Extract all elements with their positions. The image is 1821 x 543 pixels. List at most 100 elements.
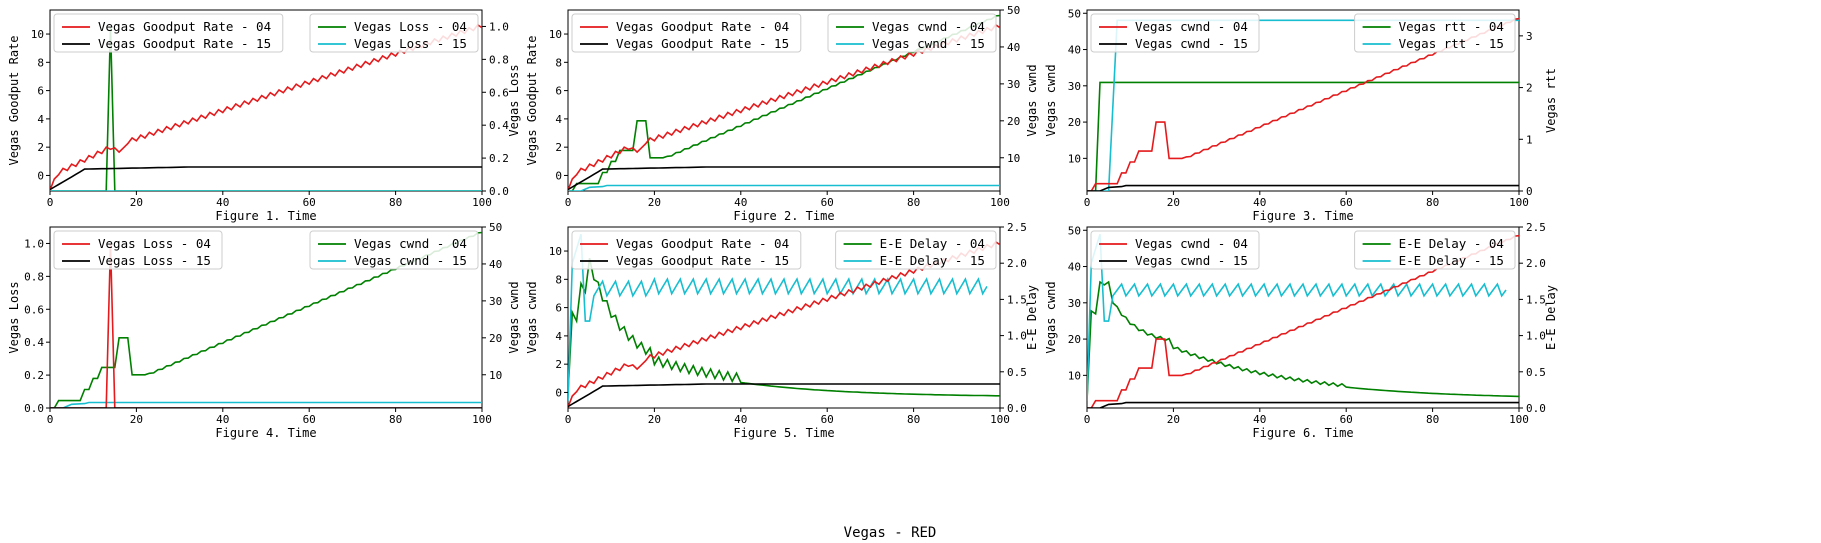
x-tick-label: 60	[303, 413, 316, 426]
y-right-tick-label: 2.5	[1007, 221, 1027, 234]
legend-left: Vegas Goodput Rate - 04 Vegas Goodput Rat…	[53, 13, 284, 53]
x-tick-label: 40	[734, 196, 747, 209]
x-tick-label: 80	[1426, 413, 1439, 426]
x-axis-label: Figure 5. Time	[733, 426, 834, 440]
x-tick-label: 0	[565, 196, 572, 209]
series-line-left-rate15	[50, 166, 482, 191]
legend-frame	[1354, 230, 1516, 270]
y-left-tick-label: 50	[1068, 224, 1081, 237]
legend-label: Vegas Goodput Rate - 15	[98, 36, 271, 51]
x-tick-label: 80	[389, 413, 402, 426]
plot-frame	[1086, 9, 1520, 192]
x-tick-label: 80	[907, 413, 920, 426]
y-right-tick-label: 2.0	[1526, 257, 1546, 270]
y-left-tick-label: 10	[1068, 369, 1081, 382]
subplot-1: 0 20 40 60 80 100 0 2 4 6 8 10 0.0 0.2 0.4 0.6 0.8 1.0 Fig…	[7, 9, 521, 223]
x-tick-label: 60	[821, 413, 834, 426]
y-left-tick-label: 30	[1068, 80, 1081, 93]
y-right-tick-label: 0.2	[489, 152, 509, 165]
legend-label: Vegas cwnd - 04	[1135, 19, 1248, 34]
series-line-right-cwnd15	[50, 401, 482, 408]
y-left-tick-label: 1.0	[24, 237, 44, 250]
y-right-axis-label: Vegas cwnd	[1025, 64, 1039, 136]
y-left-tick-label: 6	[37, 85, 44, 98]
x-tick-label: 100	[990, 413, 1010, 426]
y-right-tick-label: 0.0	[1526, 402, 1546, 415]
legend-frame	[1090, 230, 1260, 270]
legend-frame	[571, 13, 802, 53]
y-right-tick-label: 0.5	[1526, 366, 1546, 379]
x-tick-label: 20	[1167, 196, 1180, 209]
y-left-tick-label: 4	[555, 330, 562, 343]
y-right-tick-label: 2	[1526, 82, 1533, 95]
x-tick-label: 80	[389, 196, 402, 209]
legend-frame	[571, 230, 802, 270]
y-right-tick-label: 40	[489, 258, 502, 271]
y-left-tick-label: 0	[37, 169, 44, 182]
x-tick-label: 0	[47, 196, 54, 209]
x-tick-label: 40	[1253, 196, 1266, 209]
y-left-tick-label: 0	[555, 386, 562, 399]
y-left-axis-label: Vegas cwnd	[1044, 281, 1058, 353]
legend-left: Vegas Goodput Rate - 04 Vegas Goodput Rat…	[571, 13, 802, 53]
legend-label: Vegas rtt - 15	[1399, 36, 1504, 51]
y-left-axis-label: Vegas Goodput Rate	[7, 35, 21, 165]
legend-label: Vegas Loss - 04	[354, 19, 467, 34]
plot-frame	[567, 226, 1001, 409]
y-left-tick-label: 0.8	[24, 270, 44, 283]
x-tick-label: 40	[216, 196, 229, 209]
legend-label: Vegas cwnd - 15	[1135, 253, 1248, 268]
plot-frame	[1086, 226, 1520, 409]
y-right-tick-label: 20	[1007, 115, 1020, 128]
x-tick-label: 60	[1340, 413, 1353, 426]
y-left-tick-label: 6	[555, 85, 562, 98]
legend-label: Vegas Loss - 15	[98, 253, 211, 268]
legend-left: Vegas cwnd - 04 Vegas cwnd - 15	[1090, 230, 1260, 270]
x-tick-label: 20	[130, 413, 143, 426]
y-right-tick-label: 20	[489, 332, 502, 345]
y-left-tick-label: 10	[549, 28, 562, 41]
legend-left: Vegas Goodput Rate - 04 Vegas Goodput Rat…	[571, 230, 802, 270]
y-left-tick-label: 8	[555, 56, 562, 69]
y-right-axis-label: Vegas rtt	[1544, 68, 1558, 133]
x-tick-label: 0	[1084, 413, 1091, 426]
legend-frame	[309, 230, 479, 270]
legend-label: Vegas Goodput Rate - 04	[98, 19, 271, 34]
series-line-right-cwnd15	[568, 184, 1000, 191]
series-line-right-delay04	[568, 257, 1000, 397]
x-tick-label: 100	[1509, 196, 1529, 209]
y-right-tick-label: 40	[1007, 41, 1020, 54]
x-axis-label: Figure 3. Time	[1252, 209, 1353, 223]
legend-left: Vegas cwnd - 04 Vegas cwnd - 15	[1090, 13, 1260, 53]
x-tick-label: 40	[1253, 413, 1266, 426]
subplot-5: 0 20 40 60 80 100 0 2 4 6 8 10 0.0 0.5 1.0 1.5 2.0 2.5 Fig…	[525, 221, 1039, 440]
y-right-tick-label: 2.5	[1526, 221, 1546, 234]
series-line-right-rtt15	[1087, 19, 1519, 191]
y-left-tick-label: 4	[555, 113, 562, 126]
legend-label: Vegas cwnd - 04	[1135, 236, 1248, 251]
y-left-tick-label: 0.2	[24, 369, 44, 382]
x-axis-label: Figure 4. Time	[215, 426, 316, 440]
series-line-right-delay06	[1087, 280, 1519, 401]
y-right-tick-label: 1.0	[489, 20, 509, 33]
legend-right: E-E Delay - 04 E-E Delay - 15	[1354, 230, 1516, 270]
x-tick-label: 60	[1340, 196, 1353, 209]
x-tick-label: 60	[821, 196, 834, 209]
legend-label: Vegas cwnd - 15	[872, 36, 985, 51]
series-line-left-rate15	[568, 166, 1000, 191]
y-left-axis-label: Vegas cwnd	[1044, 64, 1058, 136]
legend-frame	[827, 13, 997, 53]
subplot-4: 0 20 40 60 80 100 0.0 0.2 0.4 0.6 0.8 1.0 10 20 30 40 50…	[7, 221, 521, 440]
legend-label: Vegas Loss - 04	[98, 236, 211, 251]
legend-frame	[53, 13, 284, 53]
y-left-tick-label: 30	[1068, 297, 1081, 310]
y-right-tick-label: 0.0	[1007, 402, 1027, 415]
y-right-tick-label: 0.6	[489, 86, 509, 99]
y-left-tick-label: 4	[37, 113, 44, 126]
x-tick-label: 20	[648, 196, 661, 209]
series-line-right-delay15	[568, 233, 988, 401]
legend-frame	[835, 230, 997, 270]
y-right-tick-label: 1.0	[1526, 330, 1546, 343]
y-left-axis-label: Vegas Loss	[7, 281, 21, 353]
